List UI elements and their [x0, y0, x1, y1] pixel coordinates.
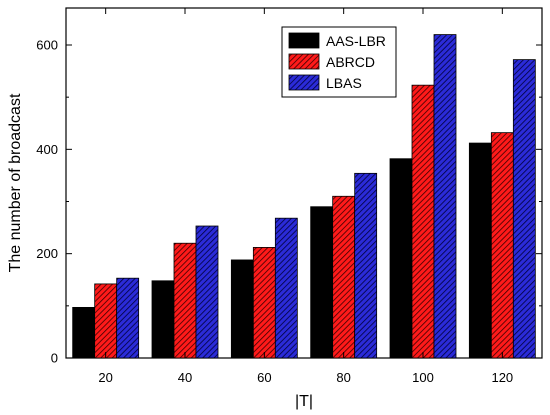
bar-aas-lbr-20: [72, 306, 96, 359]
bar-lbas-100: [433, 34, 457, 359]
x-tick-label-80: 80: [336, 370, 350, 385]
x-axis-label: |T|: [295, 393, 313, 410]
bar-aas-lbr-60: [230, 259, 254, 359]
x-tick-label-100: 100: [412, 370, 434, 385]
bar-lbas-40: [195, 225, 219, 359]
legend-swatch-abrcd: [288, 53, 320, 70]
y-tick-label-600: 600: [36, 38, 58, 53]
legend-label-aas-lbr: AAS-LBR: [326, 33, 386, 49]
bar-abrcd-80: [332, 195, 356, 359]
legend: AAS-LBR ABRCD LBAS: [281, 26, 397, 98]
bar-lbas-60: [274, 217, 298, 359]
legend-swatch-aas-lbr: [288, 32, 320, 49]
x-tick-label-120: 120: [491, 370, 513, 385]
bar-abrcd-60: [252, 247, 276, 359]
y-axis: 0 200 400 600: [36, 38, 542, 366]
x-tick-label-40: 40: [178, 370, 192, 385]
y-tick-label-200: 200: [36, 246, 58, 261]
x-tick-label-60: 60: [257, 370, 271, 385]
y-axis-label: The number of broadcast: [7, 93, 24, 272]
bar-lbas-120: [512, 59, 536, 359]
legend-label-lbas: LBAS: [326, 75, 362, 91]
bar-abrcd-120: [490, 132, 514, 359]
bar-abrcd-20: [94, 283, 118, 359]
bar-aas-lbr-100: [389, 158, 413, 359]
bar-lbas-20: [116, 277, 140, 359]
bar-aas-lbr-80: [310, 206, 334, 359]
bars-group: [72, 34, 536, 359]
y-tick-label-400: 400: [36, 142, 58, 157]
bar-lbas-80: [354, 172, 378, 359]
bar-aas-lbr-120: [468, 142, 492, 359]
x-tick-label-20: 20: [98, 370, 112, 385]
y-tick-label-0: 0: [51, 351, 58, 366]
bar-abrcd-40: [173, 242, 197, 359]
x-axis: 20 40 60 80 100 120: [98, 8, 513, 385]
bar-abrcd-100: [411, 84, 435, 359]
legend-swatch-lbas: [288, 74, 320, 91]
legend-label-abrcd: ABRCD: [326, 54, 375, 70]
bar-aas-lbr-40: [151, 280, 175, 359]
plot-area-frame: [65, 7, 543, 359]
